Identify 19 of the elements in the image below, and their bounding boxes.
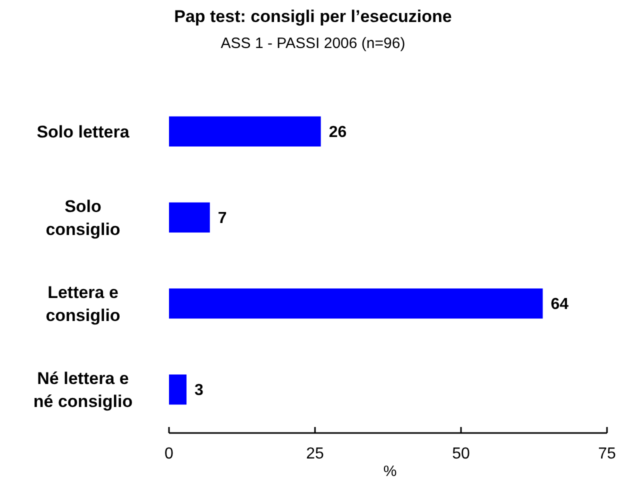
bar [169,202,210,233]
chart-subtitle: ASS 1 - PASSI 2006 (n=96) [220,35,406,52]
data-label: 3 [194,382,204,400]
bar [169,374,187,405]
data-label: 26 [328,124,347,142]
y-tick-label: Né lettera e né consiglio [33,369,133,411]
y-tick-label: Lettera e consiglio [46,282,120,325]
x-axis-title: % [383,463,397,480]
data-label: 64 [550,296,569,314]
y-tick-label: Solo consiglio [46,196,120,239]
y-tick-label: Solo lettera [36,122,130,142]
chart-title: Pap test: consigli per l’esecuzione [174,7,452,26]
bar [169,116,321,147]
bar [169,288,543,319]
x-tick-label: 50 [452,445,470,462]
data-label: 7 [218,210,227,228]
x-tick-label: 0 [164,445,174,462]
x-tick-label: 25 [306,445,324,462]
x-tick-label: 75 [598,445,616,462]
